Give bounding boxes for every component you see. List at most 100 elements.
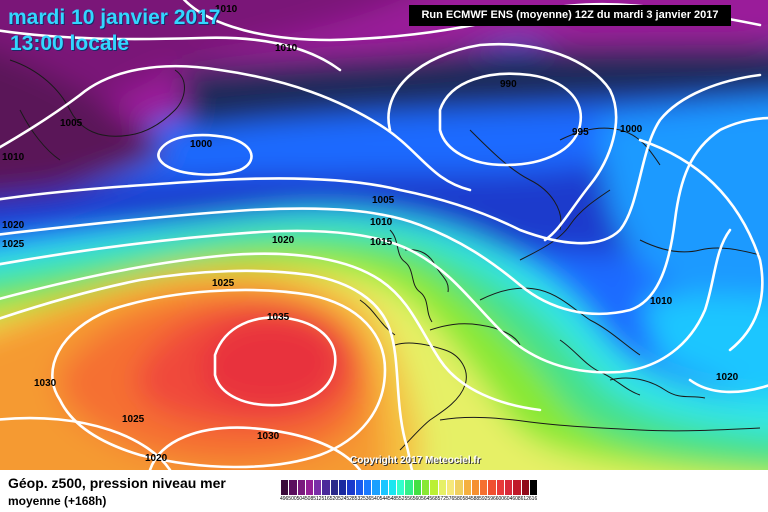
isobar-label-1020-south: 1020 <box>145 453 168 464</box>
scale-label: 604 <box>504 496 513 502</box>
scale-label: 556 <box>404 496 413 502</box>
scale-step: 580 <box>454 480 463 508</box>
scale-swatch <box>504 480 513 495</box>
scale-label: 552 <box>396 496 405 502</box>
run-info-banner: Run ECMWF ENS (moyenne) 12Z du mardi 3 j… <box>409 5 731 26</box>
scale-label: 528 <box>346 496 355 502</box>
scale-step: 532 <box>354 480 363 508</box>
isobar-label-1030-south: 1030 <box>257 431 280 442</box>
isobar-label-1010-edge: 1010 <box>2 152 25 163</box>
scale-step: 596 <box>487 480 496 508</box>
scale-swatch <box>313 480 322 495</box>
scale-step: 560 <box>412 480 422 508</box>
scale-swatch <box>296 480 305 495</box>
scale-label: 540 <box>371 496 380 502</box>
scale-swatch <box>412 480 422 495</box>
isobar-label-1005-mid: 1005 <box>372 195 395 206</box>
forecast-time: 13:00 locale <box>10 32 130 55</box>
scale-step: 552 <box>396 480 405 508</box>
scale-step: 572 <box>437 480 446 508</box>
weather-map: 1010 1010 1005 1010 1000 990 995 1000 10… <box>0 0 768 470</box>
scale-swatch <box>304 480 314 495</box>
scale-step: 604 <box>504 480 513 508</box>
scale-step: 512 <box>313 480 322 508</box>
forecast-date: mardi 10 janvier 2017 <box>8 6 221 29</box>
isobar-label-1020-mid: 1020 <box>272 235 295 246</box>
isobar-label-1000-low: 1000 <box>190 139 213 150</box>
scale-label: 572 <box>437 496 446 502</box>
scale-label: 496 <box>280 496 289 502</box>
isobar-label-1025-south: 1025 <box>122 414 145 425</box>
scale-swatch <box>512 480 521 495</box>
isobar-label-1025-mid: 1025 <box>212 278 235 289</box>
scale-step: 528 <box>346 480 355 508</box>
isobar-label-1020-west: 1020 <box>2 220 25 231</box>
scale-label: 576 <box>445 496 455 502</box>
scale-swatch <box>421 480 430 495</box>
scale-label: 588 <box>470 496 480 502</box>
scale-swatch <box>354 480 363 495</box>
scale-label: 504 <box>296 496 305 502</box>
scale-step: 608 <box>512 480 521 508</box>
scale-step: 520 <box>329 480 339 508</box>
scale-swatch <box>445 480 455 495</box>
scale-label: 600 <box>495 496 505 502</box>
scale-label: 568 <box>429 496 438 502</box>
scale-swatch <box>362 480 372 495</box>
scale-swatch <box>462 480 471 495</box>
scale-label: 596 <box>487 496 496 502</box>
field-subtitle: moyenne (+168h) <box>8 494 107 508</box>
scale-swatch <box>321 480 330 495</box>
field-title: Géop. z500, pression niveau mer <box>8 475 226 491</box>
scale-swatch <box>454 480 463 495</box>
isobar-label-1010-mid: 1010 <box>370 217 393 228</box>
scale-step: 500 <box>288 480 297 508</box>
scale-label: 544 <box>379 496 388 502</box>
scale-swatch <box>371 480 380 495</box>
scale-step: 588 <box>470 480 480 508</box>
scale-label: 508 <box>304 496 314 502</box>
scale-label: 592 <box>479 496 488 502</box>
scale-label: 532 <box>354 496 363 502</box>
isobar-label-995: 995 <box>572 127 589 138</box>
isobar-label-1010-greenland: 1010 <box>275 43 298 54</box>
scale-swatch <box>280 480 289 495</box>
scale-swatch <box>387 480 397 495</box>
scale-swatch <box>288 480 297 495</box>
scale-step: 496 <box>280 480 289 508</box>
isobar-label-1000-east: 1000 <box>620 124 643 135</box>
scale-swatch <box>429 480 438 495</box>
geopotential-field <box>0 0 768 470</box>
scale-step: 544 <box>379 480 388 508</box>
scale-step: 584 <box>462 480 471 508</box>
scale-label: 584 <box>462 496 471 502</box>
scale-step: 524 <box>338 480 347 508</box>
scale-step: 576 <box>445 480 455 508</box>
scale-step: 508 <box>304 480 314 508</box>
scale-step: 556 <box>404 480 413 508</box>
scale-label: 536 <box>362 496 372 502</box>
scale-step: 516 <box>321 480 330 508</box>
scale-step: 504 <box>296 480 305 508</box>
scale-label: 516 <box>321 496 330 502</box>
scale-label: 616 <box>528 496 538 502</box>
scale-label: 500 <box>288 496 297 502</box>
scale-label: 608 <box>512 496 521 502</box>
scale-swatch <box>404 480 413 495</box>
scale-swatch <box>487 480 496 495</box>
scale-swatch <box>379 480 388 495</box>
scale-label: 560 <box>412 496 422 502</box>
scale-swatch <box>437 480 446 495</box>
scale-step: 564 <box>421 480 430 508</box>
isobar-label-1005-west: 1005 <box>60 118 83 129</box>
isobars <box>0 0 768 470</box>
scale-step: 548 <box>387 480 397 508</box>
scale-step: 592 <box>479 480 488 508</box>
scale-step: 568 <box>429 480 438 508</box>
copyright-notice: Copyright 2017 Meteociel.fr <box>350 455 481 466</box>
scale-swatch <box>520 480 529 495</box>
isobar-label-990: 990 <box>500 79 517 90</box>
scale-swatch <box>528 480 538 495</box>
scale-label: 512 <box>313 496 322 502</box>
